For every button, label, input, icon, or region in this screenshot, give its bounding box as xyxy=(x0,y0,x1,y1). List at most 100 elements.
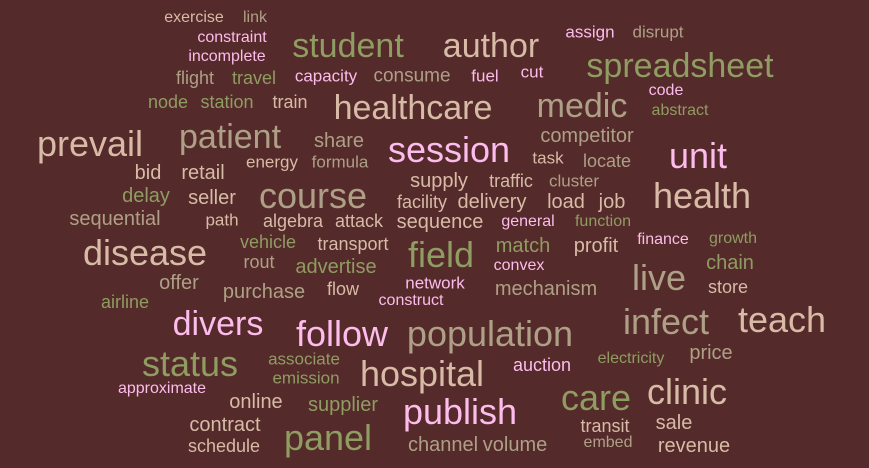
word-disease: disease xyxy=(82,232,208,273)
word-live: live xyxy=(631,257,687,298)
word-healthcare: healthcare xyxy=(333,89,493,127)
word-cut: cut xyxy=(520,62,544,82)
word-patient: patient xyxy=(178,118,282,156)
word-fuel: fuel xyxy=(471,66,499,86)
word-advertise: advertise xyxy=(295,256,377,278)
word-divers: divers xyxy=(172,305,264,343)
word-load: load xyxy=(547,191,585,213)
word-task: task xyxy=(532,148,564,168)
word-consume: consume xyxy=(373,65,451,87)
word-student: student xyxy=(292,27,404,65)
word-exercise: exercise xyxy=(164,9,224,26)
word-construct: construct xyxy=(378,292,444,309)
word-hospital: hospital xyxy=(359,353,485,394)
word-sequential: sequential xyxy=(69,208,161,230)
word-facility: facility xyxy=(396,192,448,212)
word-online: online xyxy=(229,391,283,413)
word-unit: unit xyxy=(668,135,728,176)
word-prevail: prevail xyxy=(36,123,144,164)
word-traffic: traffic xyxy=(489,171,533,191)
word-locate: locate xyxy=(582,151,632,171)
word-supplier: supplier xyxy=(307,394,379,416)
word-job: job xyxy=(598,191,626,213)
word-profit: profit xyxy=(573,235,619,257)
word-teach: teach xyxy=(737,299,827,340)
word-convex: convex xyxy=(493,257,545,274)
word-finance: finance xyxy=(637,231,689,248)
word-contract: contract xyxy=(189,414,261,436)
word-formula: formula xyxy=(311,152,369,172)
word-follow: follow xyxy=(295,313,389,354)
word-status: status xyxy=(141,343,239,384)
word-disrupt: disrupt xyxy=(632,22,684,42)
word-airline: airline xyxy=(100,292,150,312)
word-general: general xyxy=(501,213,555,230)
word-sale: sale xyxy=(655,412,693,434)
word-flow: flow xyxy=(326,279,360,299)
word-delivery: delivery xyxy=(457,191,527,213)
word-retail: retail xyxy=(181,162,225,184)
word-seller: seller xyxy=(188,187,236,209)
word-share: share xyxy=(313,130,365,152)
word-offer: offer xyxy=(159,272,199,294)
word-embed: embed xyxy=(583,434,633,451)
word-constraint: constraint xyxy=(197,29,267,46)
word-train: train xyxy=(272,92,308,112)
word-publish: publish xyxy=(402,391,518,432)
word-course: course xyxy=(258,175,368,216)
word-approximate: approximate xyxy=(117,380,207,397)
word-station: station xyxy=(200,92,254,112)
word-chain: chain xyxy=(706,252,754,274)
word-bid: bid xyxy=(134,162,162,184)
word-author: author xyxy=(442,27,540,65)
word-delay: delay xyxy=(122,185,170,207)
word-energy: energy xyxy=(246,152,298,172)
word-function: function xyxy=(574,213,632,230)
word-algebra: algebra xyxy=(262,211,324,231)
word-associate: associate xyxy=(268,349,340,369)
word-revenue: revenue xyxy=(657,435,731,457)
word-infect: infect xyxy=(622,301,710,342)
word-link: link xyxy=(242,9,268,26)
word-supply: supply xyxy=(410,170,468,192)
word-sequence: sequence xyxy=(396,211,484,233)
word-auction: auction xyxy=(512,355,572,375)
word-incomplete: incomplete xyxy=(188,48,266,65)
word-abstract: abstract xyxy=(651,102,709,119)
word-panel: panel xyxy=(283,417,373,458)
word-cluster: cluster xyxy=(548,171,600,191)
word-store: store xyxy=(707,277,749,297)
word-rout: rout xyxy=(243,252,275,272)
word-price: price xyxy=(689,342,733,364)
word-care: care xyxy=(560,377,632,418)
word-travel: travel xyxy=(231,68,277,88)
word-channel: channel xyxy=(407,434,479,456)
word-transit: transit xyxy=(580,416,630,436)
word-transport: transport xyxy=(317,234,389,254)
word-assign: assign xyxy=(565,22,615,42)
word-match: match xyxy=(495,235,551,257)
word-mechanism: mechanism xyxy=(494,278,598,300)
word-code: code xyxy=(648,82,684,99)
word-competitor: competitor xyxy=(540,125,634,147)
word-clinic: clinic xyxy=(646,371,728,412)
word-path: path xyxy=(205,210,239,230)
word-network: network xyxy=(405,273,465,293)
word-session: session xyxy=(387,129,511,170)
word-flight: flight xyxy=(175,68,215,88)
word-health: health xyxy=(652,175,752,216)
word-medic: medic xyxy=(536,87,628,125)
word-population: population xyxy=(406,313,574,354)
word-volume: volume xyxy=(482,434,548,456)
word-spreadsheet: spreadsheet xyxy=(586,47,774,85)
word-attack: attack xyxy=(334,211,384,231)
word-emission: emission xyxy=(272,368,340,388)
word-vehicle: vehicle xyxy=(239,232,297,252)
word-schedule: schedule xyxy=(187,436,261,456)
word-growth: growth xyxy=(708,230,758,247)
word-field: field xyxy=(407,234,475,275)
word-purchase: purchase xyxy=(222,281,306,303)
word-capacity: capacity xyxy=(294,66,358,86)
word-node: node xyxy=(147,92,189,112)
